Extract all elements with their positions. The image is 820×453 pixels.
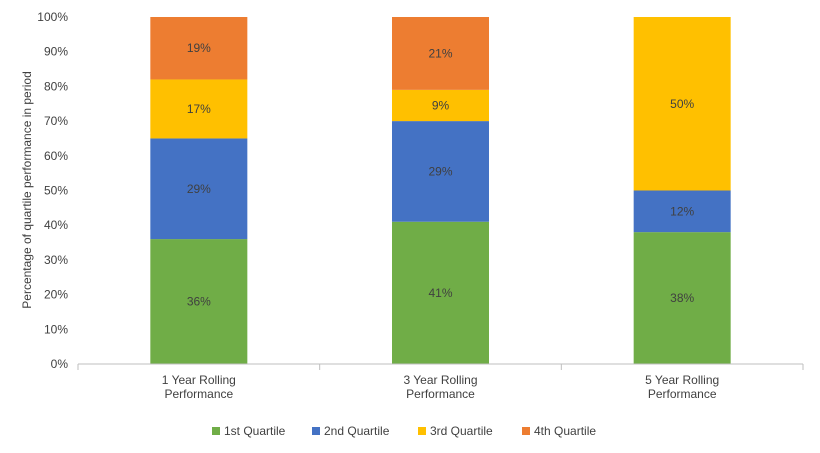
bar-segment <box>633 190 731 233</box>
legend-swatch <box>212 427 220 435</box>
x-category-label: 3 Year Rolling Performance <box>403 373 477 401</box>
data-label: 29% <box>428 164 452 178</box>
y-tick-label: 10% <box>44 322 68 336</box>
legend-swatch <box>418 427 426 435</box>
data-label: 38% <box>670 291 694 305</box>
data-label: 19% <box>187 41 211 55</box>
y-axis-title: Percentage of quartile performance in pe… <box>20 71 34 308</box>
y-tick-label: 0% <box>51 357 69 371</box>
y-axis: 0% 10% 20% 30% 40% 50% 60% 70% 80% 90% 100% <box>37 10 68 371</box>
data-label: 12% <box>670 204 694 218</box>
bars: 36% 29% 17% 19% 41% 29% 9% 21% 38% 12% 50% <box>150 17 731 364</box>
x-category-label: 1 Year Rolling Performance <box>162 373 236 401</box>
bar-segment <box>150 79 248 139</box>
y-tick-label: 60% <box>44 149 68 163</box>
bar-segment <box>392 121 489 222</box>
data-label: 29% <box>187 182 211 196</box>
y-tick-label: 40% <box>44 218 68 232</box>
data-label: 41% <box>428 286 452 300</box>
legend-label: 3rd Quartile <box>430 424 493 438</box>
data-label: 36% <box>187 295 211 309</box>
legend-swatch <box>522 427 530 435</box>
bar-segment <box>392 221 489 364</box>
legend-label: 2nd Quartile <box>324 424 390 438</box>
y-tick-label: 70% <box>44 114 68 128</box>
data-label: 50% <box>670 97 694 111</box>
y-tick-label: 30% <box>44 253 68 267</box>
bar-segment <box>150 138 248 240</box>
legend-label: 1st Quartile <box>224 424 286 438</box>
bar-segment <box>150 239 248 364</box>
bar-segment <box>150 17 248 80</box>
bar-segment <box>392 17 489 90</box>
bar-segment <box>392 89 489 122</box>
legend: 1st Quartile 2nd Quartile 3rd Quartile 4th … <box>212 424 596 438</box>
data-label: 21% <box>428 46 452 60</box>
data-label: 9% <box>432 98 450 112</box>
x-axis: 1 Year Rolling Performance 3 Year Rolling P… <box>77 363 804 401</box>
y-tick-label: 80% <box>44 79 68 93</box>
legend-label: 4th Quartile <box>534 424 596 438</box>
y-tick-label: 100% <box>37 10 68 24</box>
y-tick-label: 20% <box>44 288 68 302</box>
y-tick-label: 50% <box>44 184 68 198</box>
bar-segment <box>633 232 731 364</box>
legend-swatch <box>312 427 320 435</box>
data-label: 17% <box>187 102 211 116</box>
bar-segment <box>633 17 731 191</box>
x-category-label: 5 Year Rolling Performance <box>645 373 719 401</box>
y-tick-label: 90% <box>44 45 68 59</box>
